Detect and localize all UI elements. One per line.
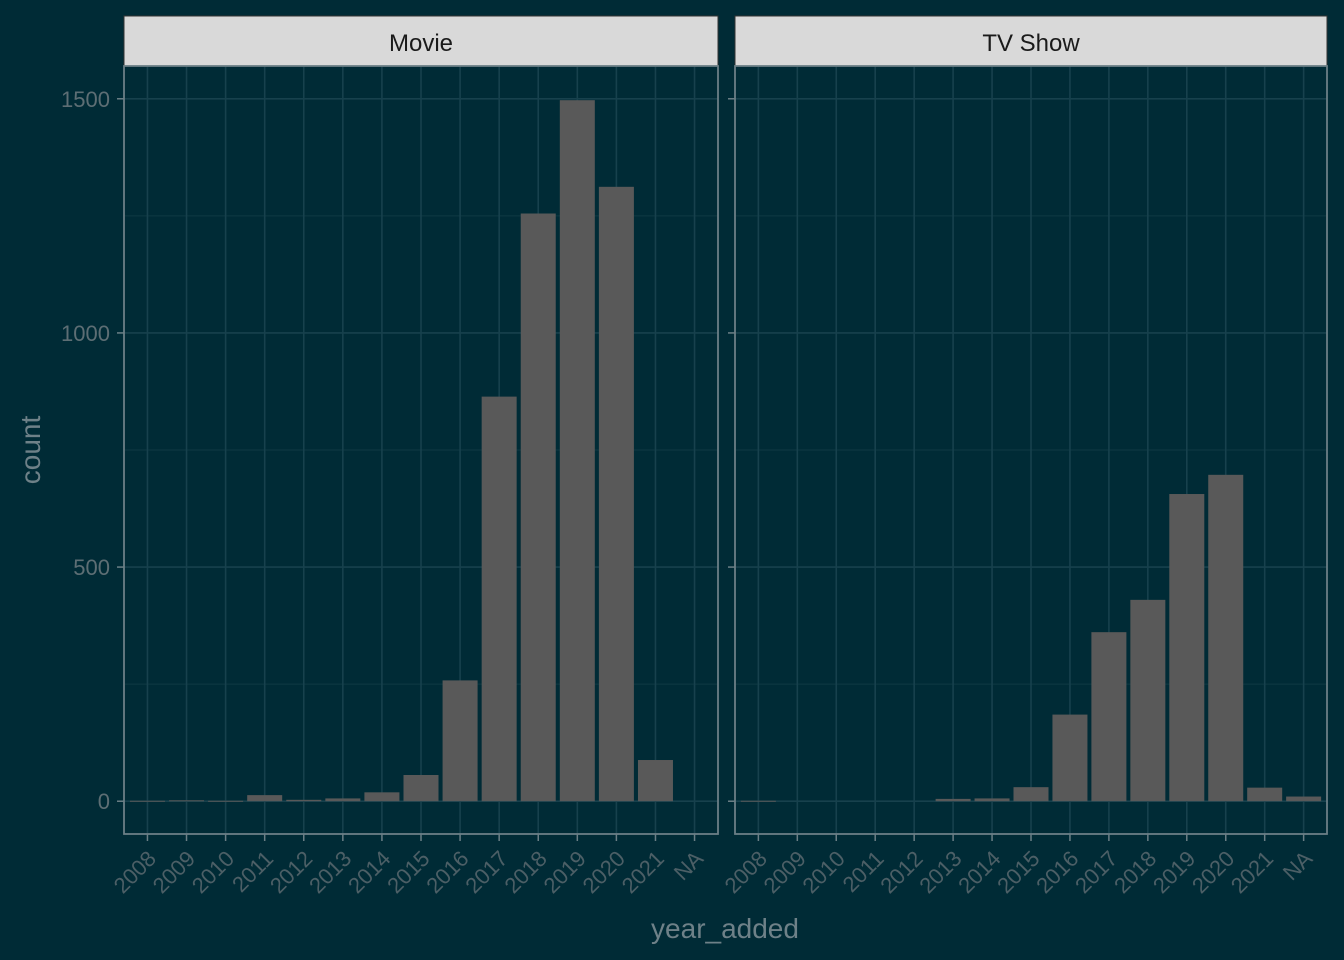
x-tick-label: 2012 — [875, 846, 927, 898]
bar-tv-show-2017 — [1091, 632, 1127, 802]
panel-tv-show: TV Show200820092010201120122013201420152… — [720, 15, 1328, 898]
bar-movie-2009 — [169, 800, 205, 802]
facet-strip-movie — [123, 15, 719, 67]
x-tick-label: 2014 — [953, 846, 1005, 898]
x-tick-label: 2010 — [187, 846, 239, 898]
x-tick-label: 2018 — [1109, 846, 1161, 898]
x-tick-label: 2019 — [539, 846, 591, 898]
bar-tv-show-2019 — [1169, 494, 1205, 802]
bar-tv-show-2008 — [740, 800, 776, 802]
bar-tv-show-2020 — [1208, 474, 1244, 802]
bar-tv-show-2014 — [974, 798, 1010, 802]
bar-movie-2021 — [637, 760, 673, 802]
bar-movie-2008 — [129, 800, 165, 802]
y-axis-title: count — [15, 416, 46, 485]
x-tick-label: 2013 — [914, 846, 966, 898]
bar-tv-show-2015 — [1013, 787, 1049, 802]
bar-tv-show-2021 — [1247, 787, 1283, 802]
panel-movie: Movie05001000150020082009201020112012201… — [61, 15, 719, 898]
x-tick-label: 2013 — [304, 846, 356, 898]
x-tick-label: 2011 — [838, 846, 889, 897]
x-tick-label: 2011 — [227, 846, 278, 897]
x-tick-label: 2008 — [109, 846, 161, 898]
x-tick-label: 2010 — [798, 846, 850, 898]
x-tick-label: 2017 — [1070, 846, 1122, 898]
x-tick-label: 2009 — [759, 846, 811, 898]
x-tick-label: 2017 — [460, 846, 512, 898]
x-tick-label: 2019 — [1148, 846, 1200, 898]
bar-movie-2017 — [481, 396, 517, 802]
x-tick-label: 2021 — [1226, 846, 1278, 898]
bar-movie-2013 — [325, 798, 361, 802]
bar-tv-show-2013 — [935, 798, 971, 802]
x-axis-title: year_added — [651, 913, 799, 944]
bar-movie-2016 — [442, 680, 478, 802]
x-tick-label: 2012 — [265, 846, 317, 898]
y-tick-label: 1000 — [61, 321, 110, 346]
bar-movie-2010 — [208, 800, 244, 802]
bar-movie-2019 — [559, 100, 595, 802]
x-tick-label: 2014 — [343, 846, 395, 898]
bar-movie-2015 — [403, 774, 439, 802]
bar-movie-2011 — [247, 795, 283, 802]
bar-movie-2014 — [364, 792, 400, 802]
x-tick-label: 2015 — [992, 846, 1044, 898]
x-tick-label: 2015 — [382, 846, 434, 898]
bar-movie-2018 — [520, 213, 556, 802]
bar-tv-show-na — [1286, 796, 1322, 802]
x-tick-label: 2020 — [578, 846, 630, 898]
y-tick-label: 0 — [98, 789, 110, 814]
x-tick-label: 2020 — [1187, 846, 1239, 898]
x-tick-label: NA — [669, 846, 709, 886]
x-tick-label: 2009 — [148, 846, 200, 898]
x-tick-label: 2016 — [421, 846, 473, 898]
y-tick-label: 500 — [73, 555, 110, 580]
bar-tv-show-2018 — [1130, 599, 1166, 802]
bar-movie-2020 — [598, 186, 634, 802]
bar-tv-show-2016 — [1052, 714, 1088, 802]
facet-label-tv-show: TV Show — [982, 30, 1080, 57]
x-tick-label: 2008 — [720, 846, 772, 898]
x-tick-label: 2018 — [499, 846, 551, 898]
x-tick-label: NA — [1278, 846, 1318, 886]
facet-strip-tv-show — [734, 15, 1328, 67]
plot-panel-border — [734, 65, 1328, 835]
facet-label-movie: Movie — [389, 30, 453, 57]
plot-panel-border — [123, 65, 719, 835]
bar-movie-2012 — [286, 799, 322, 802]
y-tick-label: 1500 — [61, 87, 110, 112]
x-tick-label: 2021 — [617, 846, 669, 898]
x-tick-label: 2016 — [1031, 846, 1083, 898]
